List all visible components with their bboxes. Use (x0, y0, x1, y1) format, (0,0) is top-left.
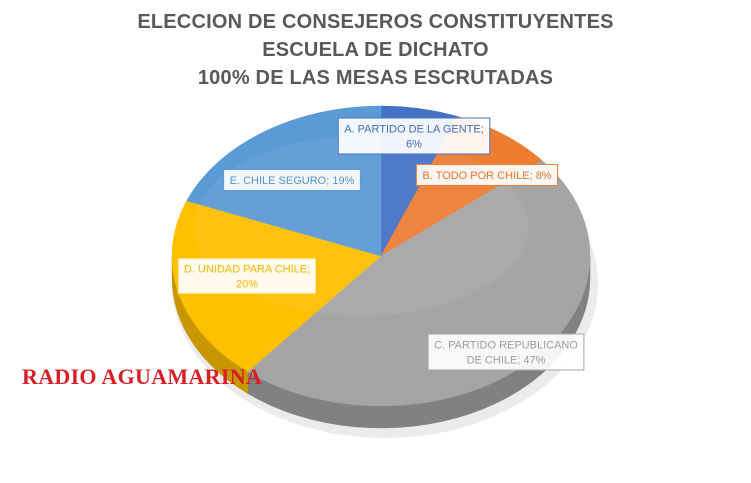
data-label-box-2 (427, 333, 585, 371)
chart-title-line-1: ELECCION DE CONSEJEROS CONSTITUYENTES (137, 11, 614, 33)
chart-title-line-2: ESCUELA DE DICHATO (262, 39, 489, 61)
data-label-2: C. PARTIDO REPUBLICANO DE CHILE; 47% (427, 333, 585, 371)
data-label-box-0 (337, 117, 491, 155)
data-label-0-line-1: 6% (406, 139, 422, 151)
data-label-box-1 (415, 164, 559, 186)
data-label-box-3 (177, 257, 317, 295)
data-label-4-line-0: E. CHILE SEGURO; 19% (230, 175, 355, 187)
watermark-text: RADIO AGUAMARINA (22, 364, 263, 389)
data-label-0: A. PARTIDO DE LA GENTE; 6% (337, 117, 491, 155)
pie-slice-1 (380, 116, 543, 257)
data-label-2-line-1: DE CHILE; 47% (467, 355, 546, 367)
data-label-3-line-0: D. UNIDAD PARA CHILE; (184, 264, 310, 276)
data-label-1-line-0: B. TODO POR CHILE; 8% (422, 170, 551, 182)
chart-title: ELECCION DE CONSEJEROS CONSTITUYENTES ES… (0, 8, 751, 92)
data-label-4: E. CHILE SEGURO; 19% (223, 169, 361, 191)
data-label-1: B. TODO POR CHILE; 8% (415, 164, 559, 186)
data-label-3: D. UNIDAD PARA CHILE; 20% (177, 257, 317, 295)
data-label-2-line-0: C. PARTIDO REPUBLICANO (434, 340, 578, 352)
data-label-box-4 (223, 169, 361, 191)
chart-title-line-3: 100% DE LAS MESAS ESCRUTADAS (197, 67, 554, 89)
data-label-3-line-1: 20% (236, 279, 258, 291)
data-label-0-line-0: A. PARTIDO DE LA GENTE; (344, 124, 484, 136)
